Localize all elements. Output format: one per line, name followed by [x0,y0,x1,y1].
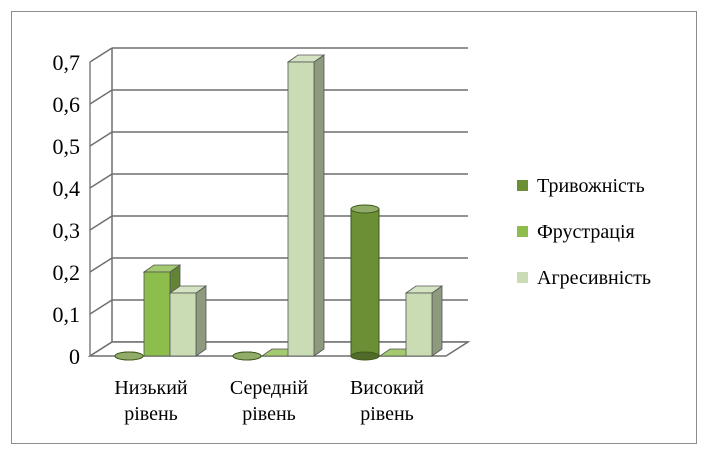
legend-swatch [517,272,528,283]
bar [287,61,315,357]
bar-side [313,54,325,357]
legend-label: Тривожність [537,175,645,197]
x-tick-label: Середній [230,377,309,399]
bar [169,292,197,357]
bar-side [195,285,207,357]
gridline-side [89,173,113,189]
gridline-side [89,299,113,315]
gridline-side [89,215,113,231]
bar-top [114,351,144,361]
bar [350,208,380,357]
y-tick-label: 0,3 [53,218,81,243]
bar-base [350,351,380,361]
legend-swatch [517,226,528,237]
bar-top [232,351,262,361]
legend-label: Фрустрація [537,221,635,243]
y-tick-label: 0,1 [53,302,81,327]
y-tick-label: 0 [69,344,80,369]
x-tick-label: Низький [114,377,188,399]
bar-top [350,204,380,214]
y-tick-label: 0,4 [53,176,81,201]
y-tick-label: 0,7 [53,50,81,75]
legend-swatch [517,180,528,191]
gridline-side [89,131,113,147]
x-tick-label: рівень [242,403,296,425]
bar-side [431,285,443,357]
x-tick-label: рівень [124,403,178,425]
legend-label: Агресивність [537,267,651,289]
y-tick-label: 0,5 [53,134,81,159]
bar [405,292,433,357]
gridline-side [89,257,113,273]
y-tick-label: 0,6 [53,92,81,117]
bar [143,271,171,357]
gridline-side [89,47,113,63]
gridline-side [89,89,113,105]
x-tick-label: рівень [360,403,414,425]
x-tick-label: Високий [350,377,424,399]
y-tick-label: 0,2 [53,260,81,285]
